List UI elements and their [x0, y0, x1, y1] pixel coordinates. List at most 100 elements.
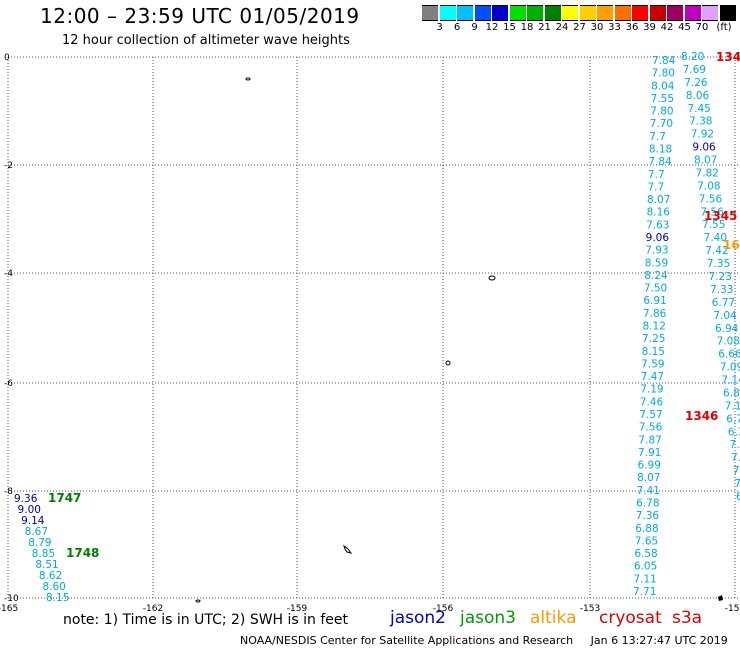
wave-height-value: 8.15: [642, 346, 665, 358]
scale-swatch: [614, 5, 631, 21]
scale-label: 39: [643, 22, 656, 33]
wave-height-value: 7.80: [650, 106, 673, 118]
scale-swatch: [492, 5, 508, 21]
scale-swatch: [719, 5, 736, 21]
wave-height-value: 7.33: [710, 284, 733, 296]
footer-credit: NOAA/NESDIS Center for Satellite Applica…: [240, 634, 728, 647]
wave-height-value: 8.15: [46, 592, 69, 604]
scale-label: 6: [453, 22, 461, 33]
wave-height-value: 7.59: [641, 358, 664, 370]
wave-height-value: 9.00: [18, 504, 41, 516]
wave-height-value: 8.79: [28, 537, 51, 549]
wave-height-value: 7.63: [646, 219, 669, 231]
wave-height-value: 6.77: [712, 297, 735, 309]
wave-height-value: 6.66: [718, 349, 740, 361]
wave-height-value: 6.05: [634, 561, 657, 573]
wave-height-value: 7.35: [707, 258, 730, 270]
wave-height-value: 8.07: [647, 194, 670, 206]
time-label: 1346: [685, 409, 718, 423]
wave-height-value: 6.99: [638, 460, 661, 472]
time-label: 16: [723, 238, 740, 252]
wave-height-value: 8.60: [42, 581, 65, 593]
wave-height-value: 7.25: [642, 333, 665, 345]
x-tick-label: -165: [0, 604, 18, 614]
wave-height-value: 7.70: [650, 118, 673, 130]
land-features: [195, 77, 723, 603]
wave-height-value: 7.55: [651, 93, 674, 105]
scale-label: 27: [573, 22, 586, 33]
wave-height-value: 7.65: [635, 535, 658, 547]
wave-height-value: 7.82: [696, 167, 719, 179]
wave-height-value: 9.14: [21, 515, 45, 527]
scale-label: 33: [608, 22, 621, 33]
scale-label: 3: [436, 22, 443, 33]
scale-swatch: [509, 5, 526, 21]
wave-height-value: 7.87: [638, 434, 661, 446]
scale-swatch: [684, 5, 701, 21]
scale-swatch: [702, 5, 718, 21]
wave-height-value: 7.11: [633, 573, 656, 585]
wave-height-value: 8.07: [694, 155, 717, 167]
scale-swatch: [632, 5, 648, 21]
scale-label: 70: [695, 22, 709, 33]
wave-height-value: 8.07: [637, 472, 660, 484]
scale-swatch: [474, 5, 491, 21]
wave-height-value: 7.36: [636, 510, 660, 522]
x-tick-label: -156: [433, 604, 454, 614]
map-grid: [7, 56, 740, 599]
page-subtitle: 12 hour collection of altimeter wave hei…: [62, 33, 350, 48]
wave-height-value: 9.06: [692, 142, 716, 154]
satellite-legend-cryosat: cryosat: [599, 608, 662, 628]
scale-label: 42: [660, 22, 674, 33]
wave-height-value: 7.56: [700, 206, 724, 218]
scale-label: 15: [503, 22, 516, 33]
time-label: 1345: [704, 209, 737, 223]
scale-label: 30: [590, 22, 604, 33]
wave-height-value: 7.26: [684, 77, 708, 89]
wave-height-value: 8.16: [647, 207, 671, 219]
x-tick-label: -162: [143, 604, 163, 614]
wave-height-value: 7.42: [705, 245, 728, 257]
page-title: 12:00 – 23:59 UTC 01/05/2019: [40, 4, 360, 28]
wave-height-value: 7.38: [689, 116, 712, 128]
wave-height-value: 7.08: [697, 180, 720, 192]
credit-text: NOAA/NESDIS Center for Satellite Applica…: [240, 634, 574, 647]
wave-height-value: 6.91: [643, 295, 666, 307]
wave-height-value: 7.55: [702, 219, 725, 231]
wave-height-value: 7.41: [637, 485, 660, 497]
scale-swatch: [597, 5, 613, 21]
satellite-legend-jason3: jason3: [460, 608, 516, 628]
wave-height-value: 8.62: [39, 570, 62, 582]
y-tick-label: -6: [4, 379, 13, 389]
wave-height-value: 7: [734, 478, 740, 490]
wave-height-values: 7.847.808.047.557.807.707.78.187.847.77.…: [14, 51, 740, 604]
scale-label: 24: [555, 22, 569, 33]
wave-height-value: 7.92: [691, 129, 714, 141]
wave-height-value: 8.24: [644, 270, 668, 282]
y-tick-label: -4: [4, 269, 13, 279]
island: [343, 544, 353, 554]
scale-swatch: [457, 5, 473, 21]
wave-height-value: 7.45: [687, 103, 710, 115]
footnote: note: 1) Time is in UTC; 2) SWH is in fe…: [63, 612, 349, 628]
scale-swatch: [649, 5, 666, 21]
axis-tick-labels: -165 -162 -159 -156 -153 -150 0 -2 -4 -6 -8 -10: [0, 53, 740, 614]
scale-label: 9: [471, 22, 478, 33]
time-label: 1346: [716, 50, 740, 64]
wave-height-value: 8.18: [649, 144, 672, 156]
scale-label: 36: [625, 22, 639, 33]
wave-height-value: 6.94: [715, 323, 739, 335]
wave-height-value: 7.80: [652, 68, 675, 80]
wave-height-value: 7.19: [640, 384, 663, 396]
island: [195, 599, 201, 603]
wave-height-value: 7.71: [633, 586, 656, 598]
wave-height-value: 7.7: [648, 169, 665, 181]
wave-height-value: 6.74: [726, 413, 740, 425]
wave-height-value: 6.78: [636, 498, 659, 510]
wave-height-value: 6.3: [728, 426, 740, 438]
scale-label: 12: [485, 22, 499, 33]
wave-height-value: 6.58: [634, 548, 657, 560]
wave-height-value: 7.93: [645, 245, 668, 257]
scale-swatch: [562, 5, 578, 21]
wave-height-value: 8.20: [681, 51, 704, 63]
